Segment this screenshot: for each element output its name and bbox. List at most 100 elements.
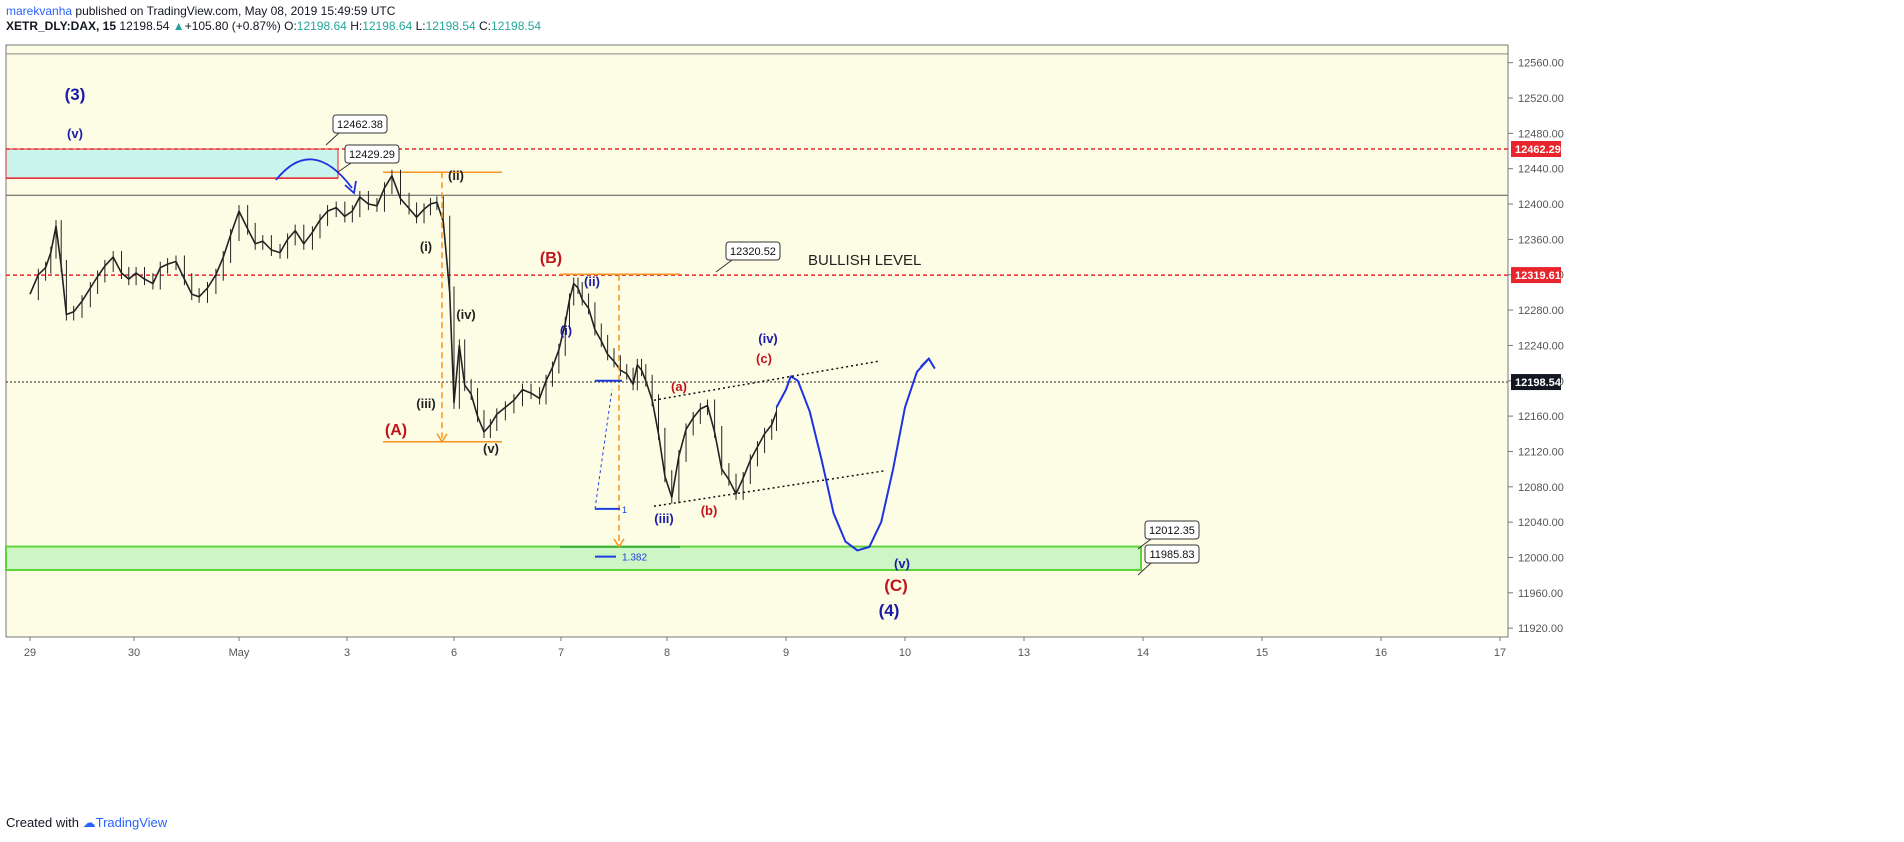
low-value: 12198.54	[425, 19, 476, 33]
fib-1-label: 1	[622, 505, 627, 515]
wave-label: (iv)	[758, 331, 778, 346]
published-text: published on TradingView.com, May 08, 20…	[75, 4, 396, 18]
zones-layer	[5, 148, 1142, 571]
callout-12429-box	[344, 144, 400, 164]
price-tick-label: 11960.00	[1518, 588, 1563, 600]
callout-12429-text: 12429.29	[349, 149, 395, 161]
high-value: 12198.64	[362, 19, 413, 33]
open-value: 12198.64	[296, 19, 347, 33]
wave-label: (iv)	[456, 307, 476, 322]
wave-label: (i)	[420, 239, 432, 254]
callout-12320-box	[725, 241, 781, 261]
wave-label: (C)	[884, 576, 908, 595]
created-with-text: Created with	[6, 815, 79, 830]
price-axis[interactable]: 12560.00 12520.00 12480.00 12440.00 12400.00…	[1507, 45, 1564, 637]
curved-arrowhead	[344, 180, 357, 195]
wave-label: (4)	[879, 601, 900, 620]
time-tick-label: 29	[24, 647, 36, 659]
wave-label: (v)	[483, 441, 499, 456]
callout-11985-text: 11985.83	[1149, 549, 1194, 561]
wave-label: (B)	[540, 250, 562, 267]
callout-12320-leader	[715, 259, 733, 273]
wave-label: (v)	[67, 126, 83, 141]
publish-line: marekvanha published on TradingView.com,…	[6, 4, 541, 19]
resistance-zone	[5, 148, 339, 179]
callout-11985-leader	[1137, 562, 1152, 576]
callout-12462-box	[332, 114, 388, 134]
author-link[interactable]: marekvanha	[6, 4, 73, 18]
wave-label: (v)	[894, 556, 910, 571]
projection-path	[775, 358, 930, 552]
price-badge-label: 12198.54	[1515, 377, 1562, 389]
time-tick-label: 8	[664, 647, 670, 659]
callout-12012-box	[1144, 520, 1200, 540]
support-zone	[5, 545, 1142, 571]
price-badge-label: 12319.61	[1515, 270, 1561, 282]
orange-arrowhead-2	[613, 538, 625, 549]
levels-layer	[6, 53, 1508, 548]
chart-header: marekvanha published on TradingView.com,…	[6, 4, 541, 34]
time-tick-label: 3	[344, 647, 350, 659]
tradingview-link[interactable]: TradingView	[95, 815, 168, 830]
drawings-layer: 1.382 1 12462.38 12429.29 12320.52 12012.35 11…	[275, 114, 1200, 576]
time-tick-label: 9	[783, 647, 789, 659]
callout-12012-leader	[1137, 538, 1152, 550]
time-tick-label: 14	[1137, 647, 1149, 659]
price-tick-label: 12520.00	[1518, 93, 1564, 105]
wave-labels-layer: (3) (v) (ii) (i) (iv) (iii) (v) (A) (B) (ii) (i) (i…	[65, 85, 910, 620]
wave-label: (c)	[756, 351, 772, 366]
wave-label: (iii)	[416, 396, 436, 411]
price-badge	[1511, 267, 1561, 284]
callout-12462-text: 12462.38	[337, 119, 383, 131]
price-tick-label: 12160.00	[1518, 411, 1564, 423]
callout-11985-box	[1144, 544, 1200, 564]
channel-lower	[653, 470, 885, 507]
wave-label: (b)	[701, 503, 718, 518]
price-tick-label: 12480.00	[1518, 128, 1564, 140]
time-tick-label: 17	[1494, 647, 1506, 659]
price-badge	[1511, 374, 1561, 391]
projection-arrowhead	[920, 357, 936, 370]
time-tick-label: 16	[1375, 647, 1387, 659]
last-price: 12198.54	[119, 19, 170, 33]
low-label: L:	[415, 19, 426, 33]
price-tick-label: 12280.00	[1518, 305, 1564, 317]
wave-label: (ii)	[448, 168, 464, 183]
ohlc-line: XETR_DLY:DAX, 15 12198.54 ▲+105.80 (+0.8…	[6, 19, 541, 34]
price-layer	[29, 169, 778, 504]
time-tick-label: May	[229, 647, 250, 659]
callout-12012-text: 12012.35	[1149, 525, 1195, 537]
symbol-label[interactable]: XETR_DLY:DAX, 15	[6, 19, 117, 33]
price-badge	[1511, 141, 1561, 158]
bullish-level-label: BULLISH LEVEL	[808, 252, 921, 269]
time-tick-label: 10	[899, 647, 911, 659]
price-tick-label: 12000.00	[1518, 552, 1564, 564]
change-value: +105.80 (+0.87%)	[184, 19, 281, 33]
callout-12429-leader	[337, 162, 352, 173]
price-tick-label: 12400.00	[1518, 199, 1564, 211]
wave-label: (A)	[385, 422, 407, 439]
price-badge-label: 12462.29	[1515, 144, 1561, 156]
fib-1382-label: 1.382	[622, 553, 647, 564]
time-tick-label: 30	[128, 647, 140, 659]
wave-label: (ii)	[584, 274, 600, 289]
close-label: C:	[479, 19, 492, 33]
time-axis[interactable]: 29 30 May 3 6 7 8 9 10 13 14 15 16 17	[6, 636, 1508, 659]
time-tick-label: 15	[1256, 647, 1268, 659]
wave-label: (a)	[671, 379, 687, 394]
price-tick-label: 12040.00	[1518, 517, 1564, 529]
time-tick-label: 6	[451, 647, 457, 659]
up-arrow-icon: ▲	[172, 19, 185, 33]
wave-label: (iii)	[654, 511, 674, 526]
high-label: H:	[350, 19, 363, 33]
price-tick-label: 12080.00	[1518, 482, 1564, 494]
orange-arrowhead-1	[436, 433, 448, 444]
plot-area[interactable]	[5, 44, 1509, 638]
callout-12462-leader	[325, 132, 340, 146]
time-tick-label: 7	[558, 647, 564, 659]
price-tick-label: 12240.00	[1518, 340, 1564, 352]
fib-trend-line	[594, 389, 613, 509]
price-tick-label: 12560.00	[1518, 58, 1564, 70]
price-tick-label: 12360.00	[1518, 234, 1564, 246]
